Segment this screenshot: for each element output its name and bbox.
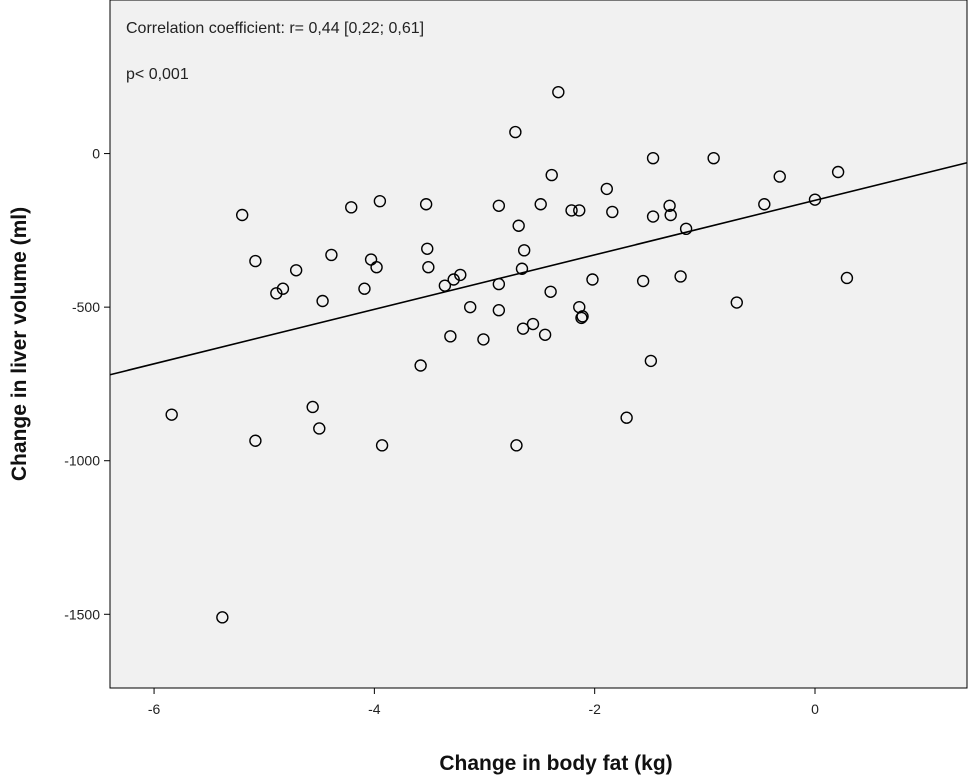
scatter-point — [636, 274, 650, 288]
p-value-annotation: p< 0,001 — [126, 66, 189, 83]
scatter-point — [422, 261, 435, 274]
scatter-point — [773, 170, 786, 183]
scatter-point — [373, 194, 387, 208]
y-tick-label: -1500 — [64, 606, 100, 622]
scatter-point — [606, 205, 619, 219]
scatter-point — [515, 262, 529, 275]
scatter-point — [646, 210, 660, 223]
x-axis: -6 -4 -2 0 — [148, 688, 819, 717]
scatter-point — [565, 204, 578, 217]
scatter-point — [620, 411, 633, 424]
scatter-point — [358, 282, 371, 295]
scatter-point — [444, 330, 457, 343]
regression-line — [109, 162, 968, 376]
x-tick-label: -6 — [148, 701, 161, 717]
scatter-point — [544, 285, 557, 298]
scatter-point — [510, 439, 523, 452]
scatter-point — [477, 333, 490, 346]
scatter-point — [289, 264, 303, 277]
scatter-point — [512, 219, 525, 232]
x-tick-label: -4 — [368, 701, 381, 717]
scatter-point — [576, 310, 589, 323]
scatter-point — [492, 304, 506, 317]
scatter-point — [414, 359, 427, 372]
scatter-point — [419, 198, 433, 211]
scatter-point — [516, 322, 530, 335]
scatter-point — [644, 354, 658, 368]
scatter-point — [438, 279, 452, 292]
x-tick-label: -2 — [588, 701, 601, 717]
scatter-point — [758, 198, 771, 211]
scatter-point — [526, 317, 540, 331]
scatter-point — [249, 254, 262, 268]
scatter-point — [325, 248, 338, 262]
scatter-point — [545, 168, 558, 182]
plot-area — [109, 0, 968, 689]
scatter-point — [313, 422, 326, 435]
scatter-point — [421, 242, 434, 255]
y-tick-label: -500 — [72, 299, 100, 315]
scatter-point — [492, 199, 506, 212]
scatter-point — [492, 277, 506, 291]
scatter-point — [679, 222, 693, 236]
scatter-point — [808, 193, 822, 206]
y-tick-label: -1000 — [64, 453, 100, 469]
scatter-point — [674, 270, 687, 283]
scatter-point — [249, 434, 262, 447]
scatter-point — [165, 408, 178, 421]
scatter-point — [552, 85, 565, 99]
y-tick-label: 0 — [92, 146, 100, 162]
scatter-point — [375, 439, 389, 452]
scatter-point — [270, 287, 283, 300]
scatter-point — [663, 199, 676, 212]
scatter-point — [575, 311, 588, 325]
scatter-point — [517, 244, 531, 257]
scatter-point — [573, 204, 586, 217]
scatter-point — [235, 208, 249, 222]
scatter-point — [534, 198, 547, 211]
scatter-point — [216, 611, 229, 624]
scatter-point — [447, 273, 460, 286]
scatter-point — [306, 400, 319, 414]
scatter-point — [370, 261, 383, 274]
scatter-point — [730, 296, 743, 309]
scatter-point — [600, 182, 613, 196]
scatter-point — [509, 125, 522, 139]
correlation-annotation: Correlation coefficient: r= 0,44 [0,22; … — [126, 20, 424, 37]
data-points — [165, 85, 854, 624]
scatter-point — [538, 328, 552, 341]
scatter-point — [586, 273, 599, 286]
scatter-point — [464, 300, 477, 314]
scatter-point — [664, 208, 677, 222]
scatter-point — [646, 151, 660, 165]
scatter-point — [316, 294, 329, 308]
scatter-point — [345, 201, 358, 214]
scatter-point — [454, 268, 467, 282]
scatter-point — [840, 271, 854, 285]
scatter-point — [276, 282, 290, 295]
scatter-point — [831, 165, 845, 179]
x-tick-label: 0 — [811, 701, 819, 717]
x-axis-title: Change in body fat (kg) — [439, 752, 672, 775]
scatter-point — [707, 151, 720, 165]
y-axis-title: Change in liver volume (ml) — [8, 207, 31, 481]
y-axis: 0 -500 -1000 -1500 — [64, 146, 110, 622]
